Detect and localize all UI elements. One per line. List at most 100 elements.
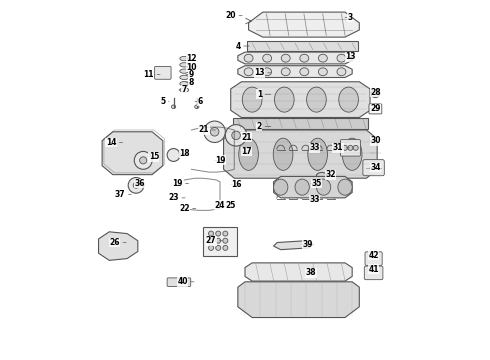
Polygon shape bbox=[98, 232, 138, 260]
Circle shape bbox=[216, 238, 220, 243]
Text: 13: 13 bbox=[254, 68, 271, 77]
Text: 14: 14 bbox=[106, 138, 122, 147]
FancyBboxPatch shape bbox=[167, 278, 191, 287]
Polygon shape bbox=[248, 12, 359, 37]
Text: 5: 5 bbox=[160, 97, 169, 106]
Text: 3: 3 bbox=[345, 13, 353, 22]
Text: 30: 30 bbox=[370, 136, 381, 145]
Ellipse shape bbox=[337, 54, 346, 62]
Circle shape bbox=[133, 183, 139, 188]
Ellipse shape bbox=[180, 69, 189, 73]
Circle shape bbox=[223, 231, 228, 236]
Circle shape bbox=[204, 121, 225, 143]
Circle shape bbox=[210, 127, 219, 136]
Text: 36: 36 bbox=[134, 179, 145, 188]
Text: 35: 35 bbox=[311, 179, 321, 188]
Text: 38: 38 bbox=[306, 268, 317, 277]
Ellipse shape bbox=[180, 63, 189, 67]
Polygon shape bbox=[231, 82, 370, 117]
Text: 9: 9 bbox=[186, 70, 194, 79]
Text: 15: 15 bbox=[148, 152, 159, 161]
Polygon shape bbox=[245, 263, 352, 281]
Polygon shape bbox=[273, 241, 313, 249]
Polygon shape bbox=[238, 52, 352, 64]
Ellipse shape bbox=[243, 87, 262, 112]
Text: 34: 34 bbox=[370, 163, 381, 172]
Circle shape bbox=[223, 238, 228, 243]
Polygon shape bbox=[238, 66, 352, 77]
Text: 7: 7 bbox=[179, 85, 187, 94]
Ellipse shape bbox=[300, 68, 309, 76]
Text: 28: 28 bbox=[370, 88, 381, 97]
Ellipse shape bbox=[281, 54, 290, 62]
Circle shape bbox=[140, 157, 147, 164]
Circle shape bbox=[209, 238, 214, 243]
Text: 40: 40 bbox=[177, 277, 194, 286]
Text: 33: 33 bbox=[309, 143, 320, 152]
Polygon shape bbox=[273, 176, 352, 198]
Ellipse shape bbox=[317, 179, 331, 195]
FancyBboxPatch shape bbox=[247, 41, 358, 51]
Ellipse shape bbox=[244, 54, 253, 62]
Circle shape bbox=[167, 149, 180, 161]
Ellipse shape bbox=[295, 179, 309, 195]
Text: 19: 19 bbox=[172, 179, 189, 188]
FancyBboxPatch shape bbox=[369, 104, 382, 114]
Text: 42: 42 bbox=[368, 251, 379, 260]
Ellipse shape bbox=[300, 54, 309, 62]
Text: 8: 8 bbox=[186, 78, 194, 87]
Text: 22: 22 bbox=[179, 204, 196, 213]
Ellipse shape bbox=[180, 57, 189, 61]
Polygon shape bbox=[102, 132, 163, 175]
Ellipse shape bbox=[371, 90, 380, 98]
Text: 39: 39 bbox=[302, 240, 313, 249]
Ellipse shape bbox=[273, 179, 288, 195]
FancyBboxPatch shape bbox=[341, 140, 360, 156]
Ellipse shape bbox=[338, 179, 352, 195]
Text: 6: 6 bbox=[195, 97, 203, 106]
Ellipse shape bbox=[239, 138, 258, 170]
Text: 24: 24 bbox=[215, 201, 225, 210]
Circle shape bbox=[353, 145, 358, 150]
Ellipse shape bbox=[308, 138, 327, 170]
Text: 4: 4 bbox=[235, 41, 249, 50]
Ellipse shape bbox=[339, 87, 358, 112]
Ellipse shape bbox=[195, 105, 199, 109]
Circle shape bbox=[232, 131, 241, 140]
Text: 18: 18 bbox=[179, 149, 190, 158]
Ellipse shape bbox=[180, 75, 189, 80]
FancyBboxPatch shape bbox=[233, 118, 368, 129]
Circle shape bbox=[348, 145, 353, 150]
Circle shape bbox=[223, 246, 228, 250]
Ellipse shape bbox=[337, 68, 346, 76]
Text: 1: 1 bbox=[257, 90, 271, 99]
Text: 21: 21 bbox=[198, 126, 216, 135]
Ellipse shape bbox=[180, 88, 189, 92]
Ellipse shape bbox=[172, 105, 176, 109]
Circle shape bbox=[209, 231, 214, 236]
Text: 12: 12 bbox=[186, 54, 196, 63]
FancyBboxPatch shape bbox=[365, 252, 382, 265]
Ellipse shape bbox=[274, 87, 294, 112]
Circle shape bbox=[209, 246, 214, 250]
Polygon shape bbox=[223, 130, 377, 178]
Circle shape bbox=[343, 145, 347, 150]
FancyBboxPatch shape bbox=[364, 266, 383, 280]
Text: 23: 23 bbox=[168, 193, 185, 202]
FancyBboxPatch shape bbox=[155, 66, 171, 79]
Text: 37: 37 bbox=[115, 190, 131, 199]
Text: 16: 16 bbox=[231, 180, 241, 189]
Ellipse shape bbox=[263, 54, 271, 62]
Circle shape bbox=[134, 152, 152, 169]
Polygon shape bbox=[238, 282, 359, 318]
Ellipse shape bbox=[307, 87, 326, 112]
Text: 31: 31 bbox=[333, 143, 349, 152]
Text: 41: 41 bbox=[368, 265, 379, 274]
Text: 32: 32 bbox=[325, 170, 336, 179]
Circle shape bbox=[216, 231, 220, 236]
Text: 26: 26 bbox=[109, 238, 126, 247]
FancyBboxPatch shape bbox=[203, 227, 237, 256]
Ellipse shape bbox=[244, 68, 253, 76]
Text: 25: 25 bbox=[225, 201, 236, 210]
Text: 21: 21 bbox=[242, 132, 252, 141]
